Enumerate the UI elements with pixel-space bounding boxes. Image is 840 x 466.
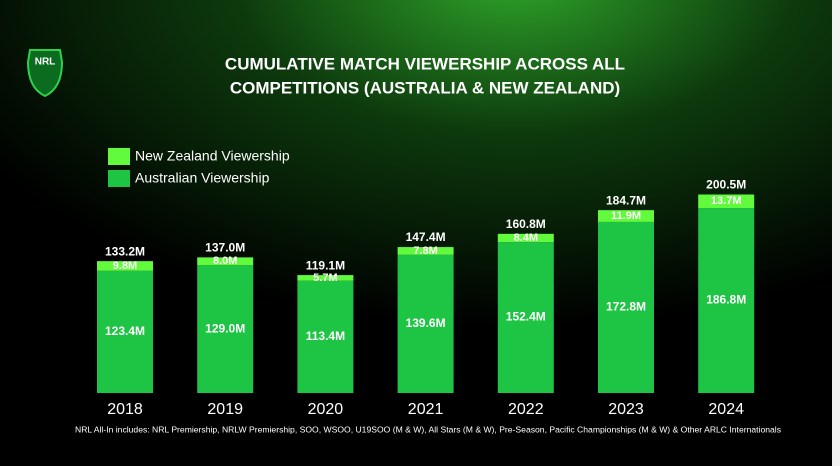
legend-swatch [108, 148, 130, 165]
bar-segment [97, 270, 153, 393]
bar-segment [397, 247, 454, 255]
total-label: 119.1M [306, 258, 345, 272]
total-label: 160.8M [506, 217, 546, 231]
value-label: 7.8M [413, 245, 437, 257]
footnote: NRL All-In includes: NRL Premiership, NR… [75, 424, 781, 434]
frame-edge [832, 0, 840, 466]
value-label: 5.7M [313, 272, 337, 284]
x-tick-label: 2018 [107, 401, 143, 418]
x-tick-label: 2022 [508, 401, 544, 418]
chart-title: COMPETITIONS (AUSTRALIA & NEW ZEALAND) [230, 78, 620, 97]
logo-text: NRL [35, 57, 56, 68]
bar-segment [97, 261, 153, 271]
value-label: 13.7M [711, 195, 742, 207]
bar-segment [497, 242, 554, 393]
bar-segment [598, 221, 654, 393]
value-label: 8.0M [213, 255, 237, 267]
value-label: 8.4M [514, 232, 538, 244]
total-label: 133.2M [105, 244, 145, 258]
x-tick-label: 2023 [608, 401, 644, 418]
total-label: 184.7M [606, 193, 646, 207]
legend-label: New Zealand Viewership [135, 148, 290, 164]
legend-swatch [108, 170, 130, 187]
bar-segment [297, 280, 354, 393]
x-tick-label: 2019 [207, 401, 243, 418]
bar-segment [197, 265, 254, 393]
bar-segment [197, 257, 254, 266]
value-label: 129.0M [205, 321, 245, 335]
bar-segment [497, 233, 554, 243]
total-label: 147.4M [406, 230, 446, 244]
total-label: 137.0M [205, 241, 245, 255]
bar-segment [297, 275, 354, 281]
value-label: 152.4M [506, 310, 546, 324]
chart-title: CUMULATIVE MATCH VIEWERSHIP ACROSS ALL [225, 54, 625, 73]
bar-segment [698, 194, 755, 209]
value-label: 139.6M [406, 316, 446, 330]
value-label: 123.4M [105, 324, 145, 338]
value-label: 113.4M [306, 329, 345, 343]
x-tick-label: 2021 [408, 401, 444, 418]
total-label: 200.5M [706, 178, 746, 192]
legend-label: Australian Viewership [135, 170, 270, 186]
value-label: 186.8M [706, 293, 746, 307]
bar-segment [598, 210, 654, 222]
bar-segment [698, 208, 755, 393]
x-tick-label: 2020 [308, 401, 344, 418]
value-label: 11.9M [611, 210, 641, 222]
logo-shield [26, 49, 64, 98]
x-tick-label: 2024 [708, 401, 744, 418]
logo: NRL [26, 49, 64, 98]
value-label: 172.8M [606, 300, 646, 314]
value-label: 9.8M [113, 260, 137, 272]
bar-segment [397, 254, 454, 393]
